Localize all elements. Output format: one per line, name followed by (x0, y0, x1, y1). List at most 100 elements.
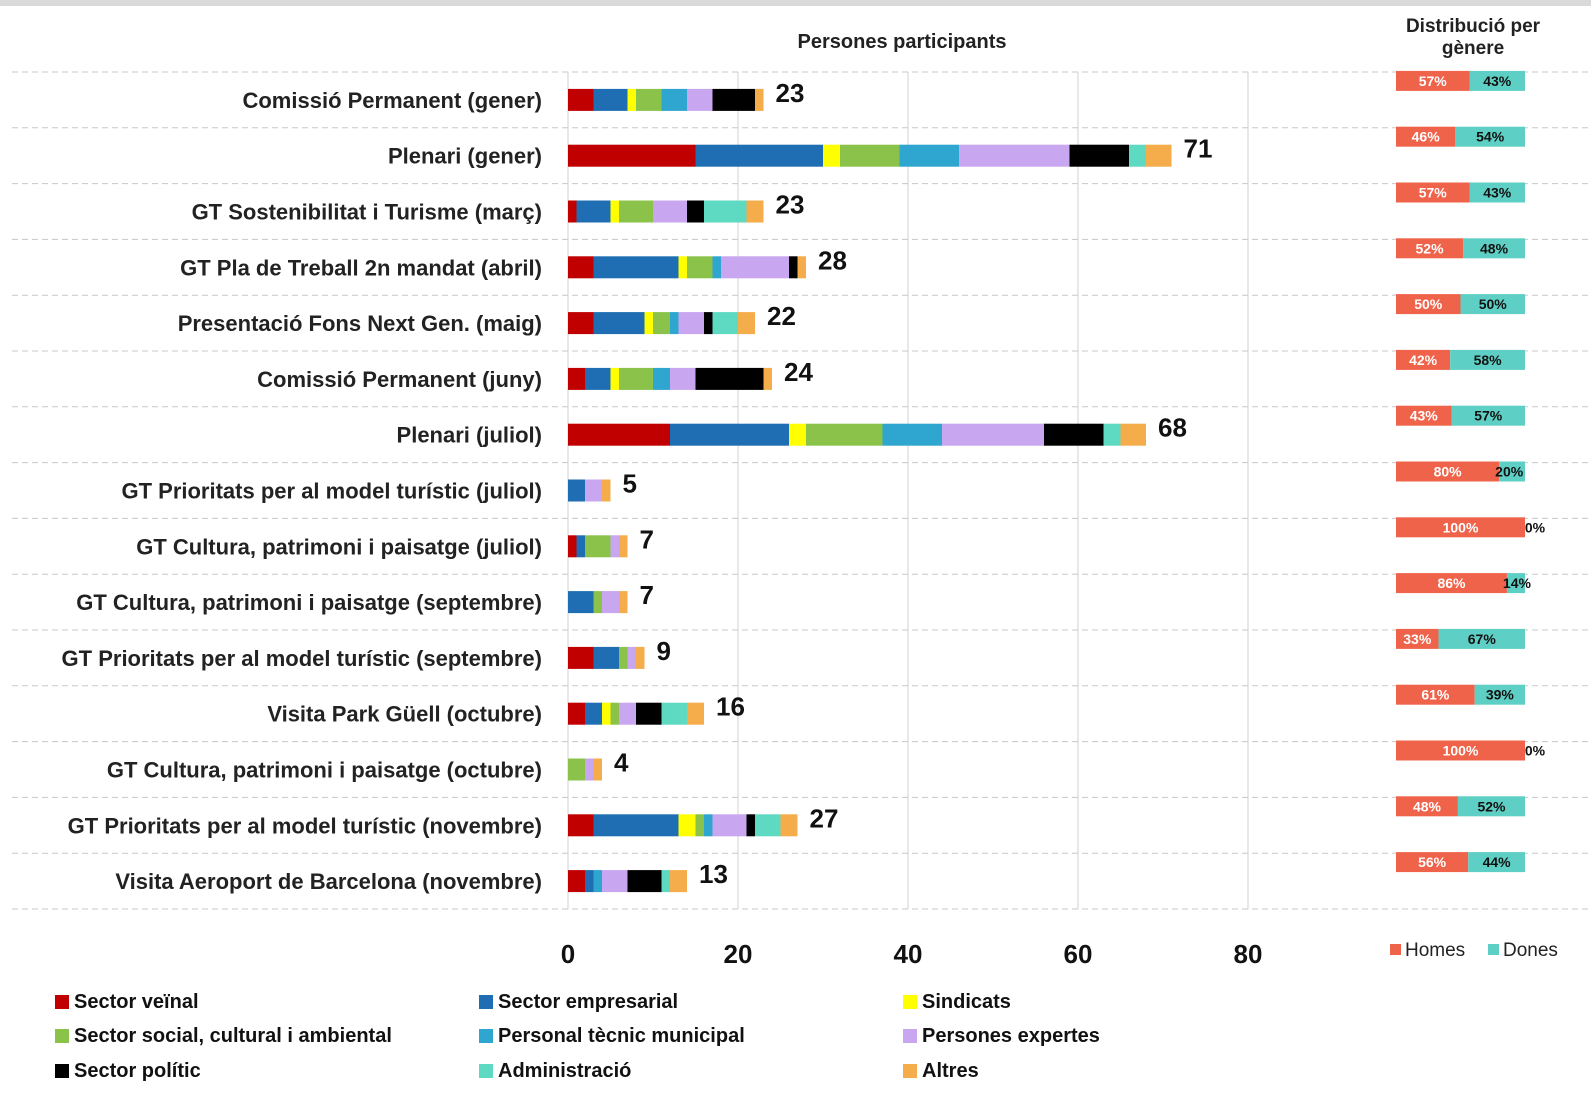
x-axis-ticks: 0 20 40 60 80 (561, 939, 1263, 969)
bar-segment (576, 535, 585, 558)
x-tick-label: 40 (894, 939, 923, 969)
homes-segment (1396, 852, 1469, 873)
legend-swatch (55, 1029, 69, 1043)
total-label: 23 (776, 190, 805, 220)
dones-segment (1457, 796, 1525, 817)
total-label: 5 (623, 469, 637, 499)
category-label: GT Cultura, patrimoni i paisatge (octubr… (107, 758, 542, 783)
homes-percent-label: 80% (1434, 464, 1463, 480)
legend-label: Sector veïnal (74, 991, 199, 1013)
bar-segment (797, 256, 806, 279)
bar-segment (585, 702, 602, 725)
homes-percent-label: 42% (1409, 352, 1438, 368)
legend-swatch (479, 1064, 493, 1078)
homes-segment (1396, 796, 1458, 817)
bar-segment (627, 646, 636, 669)
bar-segment (899, 144, 959, 167)
dones-percent-label: 57% (1474, 408, 1503, 424)
dones-segment (1463, 238, 1525, 259)
bar-segment (593, 591, 602, 614)
bar-segment (678, 256, 687, 279)
legend-swatch (903, 1064, 917, 1078)
bar-segment (678, 814, 696, 837)
total-label: 23 (776, 78, 805, 108)
top-strip (0, 0, 1591, 6)
bar-segment (636, 702, 662, 725)
category-label: Plenari (gener) (388, 144, 542, 169)
gender-title-line: gènere (1442, 38, 1504, 59)
homes-segment (1396, 740, 1525, 761)
bar-segment (585, 367, 611, 390)
bar-segment (687, 200, 704, 223)
bar-segment (568, 423, 670, 446)
category-label: GT Sostenibilitat i Turisme (març) (192, 200, 542, 225)
legend-item: Sector polític (55, 1059, 201, 1083)
homes-segment (1396, 294, 1461, 315)
homes-segment (1396, 405, 1452, 426)
total-label: 7 (640, 524, 654, 554)
bar-segment (568, 256, 594, 279)
homes-segment (1396, 628, 1439, 649)
bar-segment (568, 758, 585, 781)
bar-segment (704, 814, 713, 837)
gender-legend: Homes Dones (1390, 940, 1558, 961)
legend-label: Sector polític (74, 1060, 201, 1082)
legend-swatch (479, 1029, 493, 1043)
bar-segment (1069, 144, 1129, 167)
bar-segment (593, 312, 645, 335)
dones-percent-label: 39% (1486, 687, 1515, 703)
bar-segment (568, 479, 585, 502)
category-label: GT Prioritats per al model turístic (nov… (68, 813, 542, 838)
bar-segment (636, 646, 645, 669)
bar-segment (610, 367, 619, 390)
bar-segment (806, 423, 883, 446)
legend-label: Sector social, cultural i ambiental (74, 1025, 392, 1047)
bar-segment (568, 646, 594, 669)
homes-percent-label: 52% (1416, 240, 1445, 256)
gender-title-line: Distribució per (1406, 16, 1541, 37)
bar-segment (602, 702, 611, 725)
dones-segment (1451, 405, 1525, 426)
bar-segment (593, 646, 619, 669)
dones-segment (1506, 573, 1525, 594)
total-label: 7 (640, 580, 654, 610)
homes-percent-label: 100% (1443, 743, 1479, 759)
dones-segment (1469, 182, 1525, 203)
dones-segment (1450, 349, 1525, 370)
dones-segment (1460, 294, 1525, 315)
homes-percent-label: 57% (1419, 185, 1448, 201)
legend-swatch (55, 995, 69, 1009)
category-label: Visita Aeroport de Barcelona (novembre) (115, 869, 542, 894)
bar-segment (746, 200, 764, 223)
bar-segment (568, 200, 577, 223)
bar-segment (1120, 423, 1146, 446)
legend-item: Administració (479, 1059, 631, 1083)
total-label: 4 (614, 748, 629, 778)
dones-segment (1438, 628, 1525, 649)
bar-segment (653, 200, 687, 223)
bar-segment (712, 256, 721, 279)
legend-label: Sindicats (922, 991, 1011, 1013)
homes-percent-label: 33% (1403, 631, 1432, 647)
bar-segment (593, 870, 602, 893)
dones-percent-label: 54% (1476, 129, 1505, 145)
dones-percent-label: 43% (1483, 73, 1512, 89)
dones-percent-label: 0% (1525, 743, 1546, 759)
legend-label: Personal tècnic municipal (498, 1025, 745, 1047)
bar-segment (627, 88, 636, 111)
dones-percent-label: 20% (1495, 464, 1524, 480)
bar-segment (568, 870, 585, 893)
category-label: Comissió Permanent (juny) (257, 367, 542, 392)
x-tick-label: 60 (1064, 939, 1093, 969)
homes-segment (1396, 684, 1475, 705)
homes-segment (1396, 573, 1507, 594)
category-label: Plenari (juliol) (397, 423, 542, 448)
category-label: GT Cultura, patrimoni i paisatge (septem… (76, 590, 542, 615)
bar-segment (670, 870, 687, 893)
legend-label: Homes (1405, 940, 1465, 961)
legend-item: Sindicats (903, 990, 1011, 1014)
total-label: 9 (657, 636, 671, 666)
bar-segment (568, 144, 696, 167)
